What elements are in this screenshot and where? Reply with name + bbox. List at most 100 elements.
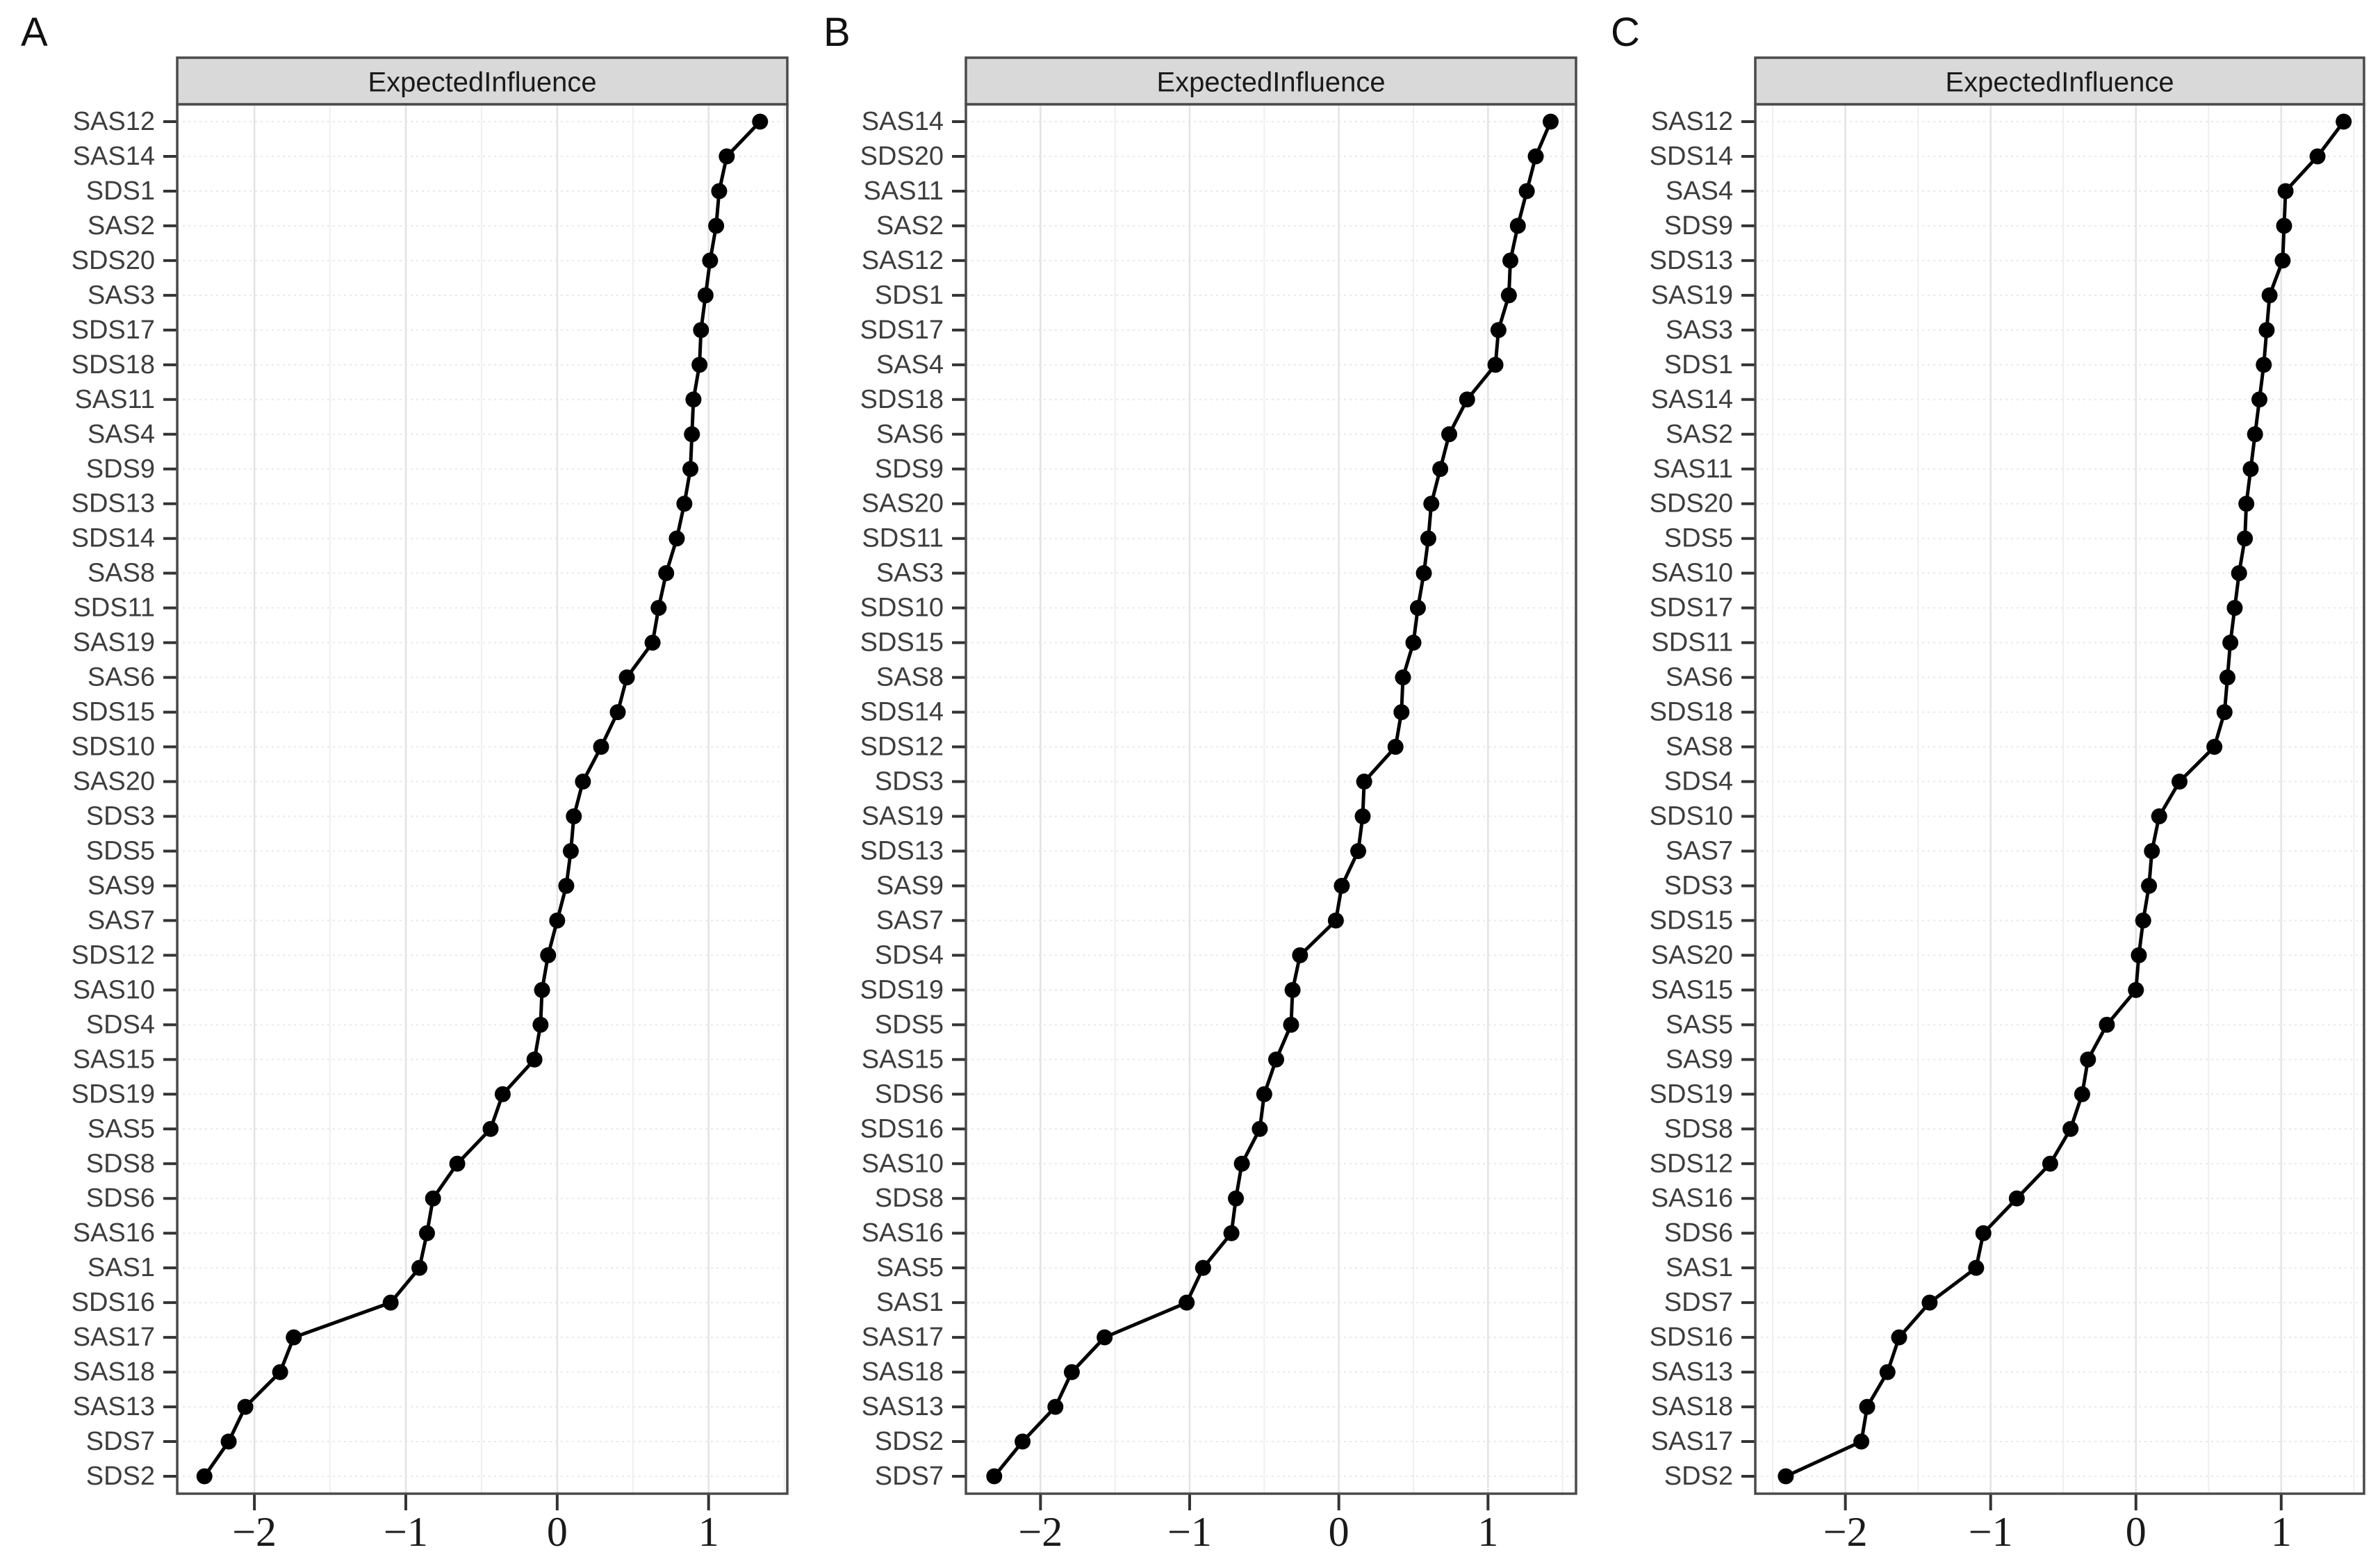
- data-point: [2131, 947, 2147, 963]
- y-axis-label: SDS7: [1664, 1288, 1733, 1317]
- y-axis-label: SDS15: [860, 628, 944, 658]
- data-point: [1333, 877, 1350, 894]
- y-axis-label: SAS20: [862, 489, 944, 519]
- data-point: [2309, 148, 2326, 165]
- y-axis-label: SAS12: [862, 246, 944, 275]
- y-axis-label: SDS15: [1650, 906, 1733, 935]
- y-axis-label: SAS3: [876, 559, 944, 588]
- data-point: [494, 1086, 511, 1102]
- y-axis-label: SAS12: [73, 107, 155, 136]
- data-point: [650, 600, 667, 617]
- data-point: [708, 218, 725, 234]
- data-point: [2042, 1155, 2058, 1172]
- y-axis-label: SDS4: [86, 1010, 155, 1039]
- x-axis-label: −2: [232, 1509, 277, 1555]
- data-point: [2258, 322, 2275, 338]
- data-point: [418, 1225, 435, 1241]
- data-point: [1256, 1086, 1272, 1102]
- x-axis-label: −1: [1167, 1509, 1212, 1555]
- y-axis-label: SDS19: [1650, 1079, 1733, 1109]
- data-point: [1327, 912, 1344, 929]
- data-point: [1423, 496, 1440, 512]
- y-axis-label: SAS14: [862, 107, 944, 136]
- data-point: [1292, 947, 1308, 963]
- data-point: [752, 113, 769, 130]
- data-point: [1409, 600, 1426, 617]
- data-point: [558, 877, 575, 894]
- data-point: [1097, 1329, 1113, 1346]
- data-point: [1778, 1468, 1794, 1485]
- y-axis-label: SDS4: [875, 940, 944, 970]
- y-axis-label: SDS2: [1664, 1462, 1733, 1491]
- facet-strip-title: ExpectedInfluence: [1156, 67, 1385, 98]
- data-point: [220, 1433, 237, 1450]
- y-axis-label: SAS10: [862, 1149, 944, 1178]
- y-axis-label: SDS3: [1664, 871, 1733, 900]
- data-point: [644, 635, 661, 651]
- data-point: [2144, 842, 2160, 859]
- data-point: [2251, 391, 2267, 408]
- data-point: [2242, 461, 2259, 478]
- y-axis-label: SAS19: [862, 802, 944, 831]
- panel-a: SAS12SAS14SDS1SAS2SDS20SAS3SDS17SDS18SAS…: [72, 56, 789, 1555]
- y-axis-label: SAS16: [73, 1218, 155, 1248]
- data-point: [719, 148, 735, 165]
- data-point: [1975, 1225, 1992, 1241]
- data-point: [1015, 1433, 1031, 1450]
- x-axis-label: −1: [384, 1509, 428, 1555]
- data-point: [1284, 981, 1301, 998]
- y-axis-label: SAS18: [1651, 1392, 1733, 1421]
- data-point: [1891, 1329, 1907, 1346]
- data-point: [1500, 287, 1517, 304]
- y-axis-label: SDS18: [860, 385, 944, 414]
- facet-strip-title: ExpectedInfluence: [368, 67, 596, 98]
- data-point: [1859, 1398, 1876, 1415]
- y-axis-label: SDS17: [1650, 594, 1733, 623]
- data-point: [1415, 565, 1432, 582]
- data-point: [482, 1120, 499, 1137]
- y-axis-label: SAS18: [73, 1357, 155, 1387]
- data-point: [2277, 183, 2294, 199]
- x-axis-label: 0: [1329, 1509, 1349, 1555]
- y-axis-label: SDS6: [875, 1079, 944, 1109]
- y-axis-label: SAS14: [73, 142, 155, 171]
- y-axis-label: SAS3: [88, 281, 155, 310]
- y-axis-label: SDS3: [875, 767, 944, 797]
- data-point: [658, 565, 675, 582]
- data-point: [1228, 1190, 1245, 1207]
- y-axis-label: SDS16: [72, 1288, 155, 1317]
- y-axis-label: SDS7: [86, 1427, 155, 1456]
- y-axis-label: SDS7: [875, 1462, 944, 1491]
- facet-strip: [176, 56, 789, 106]
- data-point: [1393, 704, 1410, 721]
- trend-line: [992, 121, 1552, 1478]
- y-axis-label: SDS12: [860, 733, 944, 762]
- data-point: [2128, 981, 2144, 998]
- panel-letter-b: B: [823, 10, 851, 55]
- data-point: [2141, 877, 2158, 894]
- data-point: [711, 183, 728, 199]
- y-axis-label: SDS1: [875, 281, 944, 310]
- y-axis-label: SAS8: [876, 663, 944, 692]
- data-point: [575, 774, 591, 790]
- x-axis-label: −2: [1018, 1509, 1062, 1555]
- y-axis-label: SAS5: [1666, 1010, 1733, 1039]
- y-axis-label: SAS1: [1666, 1253, 1733, 1282]
- y-axis-label: SDS4: [1664, 767, 1733, 797]
- y-axis-label: SAS16: [862, 1218, 944, 1248]
- data-point: [1527, 148, 1544, 165]
- y-axis-label: SDS6: [86, 1184, 155, 1213]
- y-axis-label: SDS15: [72, 698, 155, 727]
- y-axis-label: SAS7: [88, 906, 155, 935]
- data-point: [1387, 739, 1404, 756]
- data-point: [2238, 496, 2255, 512]
- facet-strip: [965, 56, 1577, 106]
- data-point: [534, 981, 550, 998]
- data-point: [2080, 1051, 2096, 1068]
- data-point: [1518, 183, 1535, 199]
- data-point: [272, 1364, 288, 1380]
- data-point: [1047, 1398, 1064, 1415]
- y-axis-label: SDS12: [1650, 1149, 1733, 1178]
